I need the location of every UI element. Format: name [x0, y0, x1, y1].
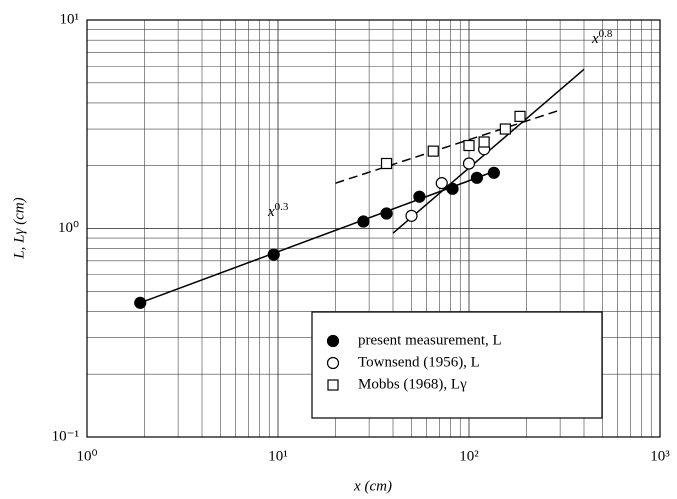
marker [357, 215, 370, 228]
y-axis-label: L, Lγ (cm) [11, 197, 27, 259]
x-tick-label: 10² [459, 448, 479, 464]
marker [380, 157, 393, 170]
y-tick-label: 10⁻¹ [52, 428, 79, 444]
x-axis-label: x (cm) [353, 478, 392, 494]
annotation-exponent: 0.3 [275, 201, 289, 213]
x-tick-label: 10¹ [268, 448, 288, 464]
marker [435, 177, 448, 190]
legend-box [311, 311, 603, 419]
marker [267, 248, 280, 261]
fit-line [335, 109, 561, 184]
annotation-exponent: 0.8 [599, 28, 613, 40]
marker [463, 139, 475, 152]
y-tick-label: 10¹ [60, 11, 80, 27]
fit-line [139, 169, 498, 304]
plot-frame [86, 19, 661, 438]
marker [380, 207, 393, 220]
marker [514, 110, 526, 122]
annotation-base: x [591, 31, 599, 47]
x-tick-label: 10³ [650, 448, 670, 464]
marker [326, 356, 340, 370]
marker [446, 182, 459, 195]
marker [134, 296, 147, 309]
marker [487, 166, 500, 179]
marker [413, 190, 426, 203]
y-tick-label: 10⁰ [58, 220, 79, 236]
marker [405, 209, 418, 222]
legend-label: present measurement, L [358, 332, 502, 348]
marker [462, 157, 476, 170]
legend: present measurement, L Townsend (1956), L… [311, 311, 603, 419]
legend-label: Townsend (1956), L [358, 354, 480, 370]
marker [470, 171, 484, 184]
annotation-base: x [267, 204, 275, 220]
marker [478, 136, 490, 148]
annotation: x0.3 [267, 201, 289, 221]
legend-label: Mobbs (1968), Lγ [358, 376, 467, 392]
marker [499, 123, 511, 135]
x-tick-label: 10⁰ [76, 448, 97, 464]
marker [427, 145, 439, 157]
annotation: x0.8 [591, 28, 613, 48]
marker [326, 334, 340, 348]
marker [327, 379, 339, 391]
